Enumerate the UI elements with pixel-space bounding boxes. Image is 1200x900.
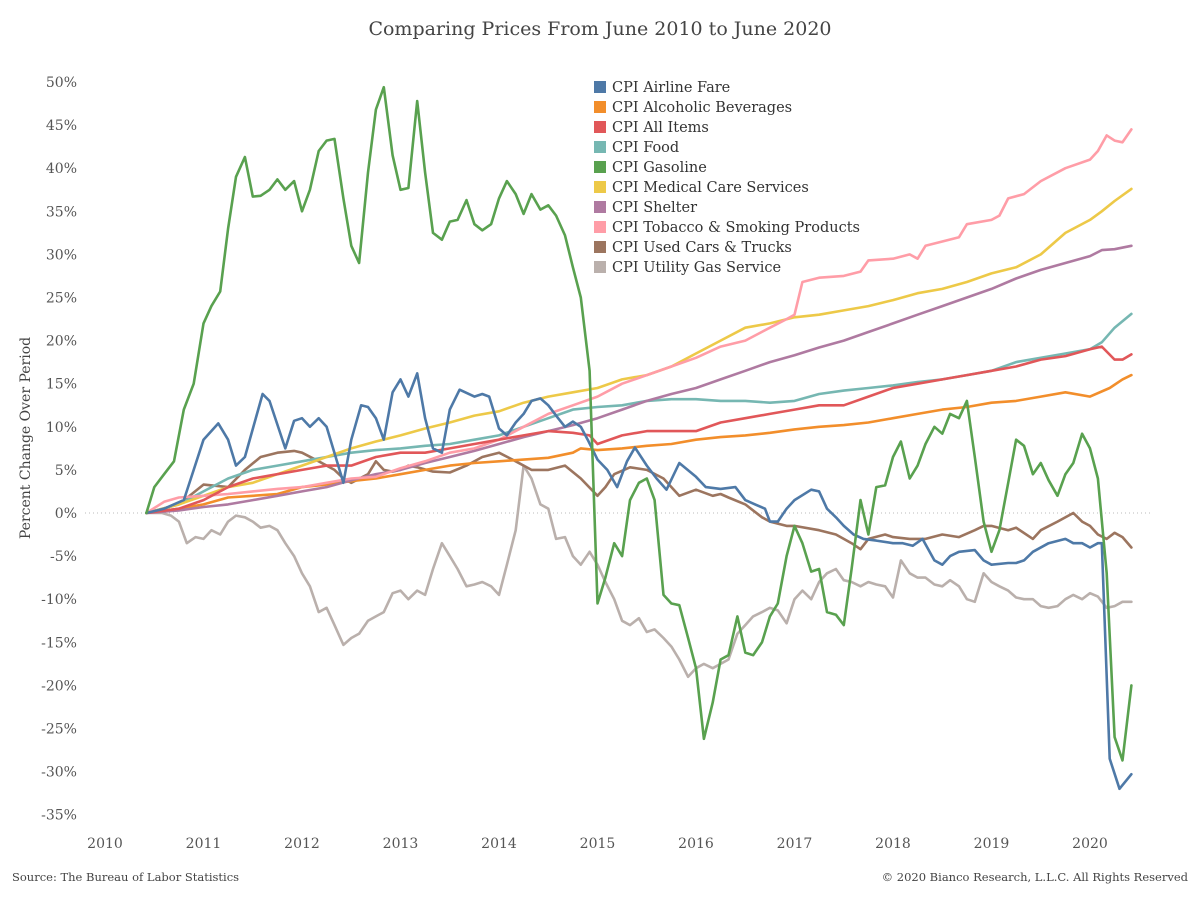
- legend-swatch: [594, 121, 606, 133]
- x-tick-label: 2012: [284, 836, 320, 852]
- y-tick-label: 15%: [46, 377, 77, 393]
- series-line-cpi-alcoholic-beverages: [145, 373, 1133, 515]
- x-tick-label: 2017: [777, 836, 813, 852]
- legend-swatch: [594, 241, 606, 253]
- legend-label: CPI Gasoline: [612, 160, 707, 176]
- y-tick-label: -5%: [50, 549, 77, 565]
- legend-swatch: [594, 181, 606, 193]
- legend-label: CPI Tobacco & Smoking Products: [612, 220, 860, 236]
- y-axis-label: Percent Change Over Period: [18, 337, 34, 539]
- series-lines: [145, 85, 1133, 791]
- y-tick-label: -35%: [41, 808, 77, 824]
- y-tick-label: -30%: [41, 765, 77, 781]
- copyright-note: © 2020 Bianco Research, L.L.C. All Right…: [881, 870, 1188, 884]
- y-tick-label: 5%: [55, 463, 77, 479]
- x-tick-label: 2013: [383, 836, 419, 852]
- y-tick-label: -25%: [41, 722, 77, 738]
- y-tick-label: 0%: [55, 506, 77, 522]
- chart-title: Comparing Prices From June 2010 to June …: [368, 18, 832, 40]
- x-tick-label: 2010: [87, 836, 123, 852]
- y-tick-label: 50%: [46, 75, 77, 91]
- legend-label: CPI Used Cars & Trucks: [612, 240, 792, 256]
- legend-swatch: [594, 141, 606, 153]
- y-tick-label: -20%: [41, 678, 77, 694]
- legend: CPI Airline Fare CPI Alcoholic Beverages C…: [594, 80, 860, 276]
- legend-swatch: [594, 81, 606, 93]
- y-tick-label: -15%: [41, 635, 77, 651]
- y-tick-label: 35%: [46, 204, 77, 220]
- legend-label: CPI Airline Fare: [612, 80, 730, 96]
- legend-label: CPI Alcoholic Beverages: [612, 100, 792, 116]
- x-tick-label: 2014: [481, 836, 517, 852]
- y-tick-label: 45%: [46, 118, 77, 134]
- y-tick-label: 40%: [46, 161, 77, 177]
- legend-label: CPI Food: [612, 140, 679, 156]
- legend-label: CPI Utility Gas Service: [612, 260, 781, 276]
- legend-label: CPI Shelter: [612, 200, 697, 216]
- x-tick-label: 2011: [186, 836, 222, 852]
- x-axis-ticks: 2010 2011 2012 2013 2014 2015 2016 2017 2018 2019…: [87, 836, 1108, 852]
- y-axis-ticks: 50% 45% 40% 35% 30% 25% 20% 15% 10% 5% 0% -5% -10% -1…: [41, 75, 77, 824]
- series-line-cpi-gasoline: [145, 85, 1133, 762]
- series-line-cpi-utility-gas-service: [145, 464, 1133, 679]
- series-line-cpi-all-items: [145, 345, 1133, 515]
- x-tick-label: 2015: [580, 836, 616, 852]
- y-tick-label: 25%: [46, 291, 77, 307]
- y-tick-label: 20%: [46, 334, 77, 350]
- source-note: Source: The Bureau of Labor Statistics: [12, 870, 240, 884]
- y-tick-label: 30%: [46, 247, 77, 263]
- legend-label: CPI All Items: [612, 120, 709, 136]
- y-tick-label: -10%: [41, 592, 77, 608]
- series-line-cpi-shelter: [145, 244, 1133, 515]
- x-tick-label: 2019: [974, 836, 1010, 852]
- series-line-cpi-airline-fare: [145, 372, 1133, 791]
- x-tick-label: 2018: [875, 836, 911, 852]
- legend-swatch: [594, 201, 606, 213]
- x-tick-label: 2020: [1072, 836, 1108, 852]
- legend-swatch: [594, 161, 606, 173]
- legend-swatch: [594, 101, 606, 113]
- legend-swatch: [594, 261, 606, 273]
- legend-swatch: [594, 221, 606, 233]
- legend-label: CPI Medical Care Services: [612, 180, 809, 196]
- y-tick-label: 10%: [46, 420, 77, 436]
- series-line-cpi-used-cars-trucks: [145, 449, 1133, 551]
- series-line-cpi-medical-care-services: [145, 187, 1133, 515]
- x-tick-label: 2016: [678, 836, 714, 852]
